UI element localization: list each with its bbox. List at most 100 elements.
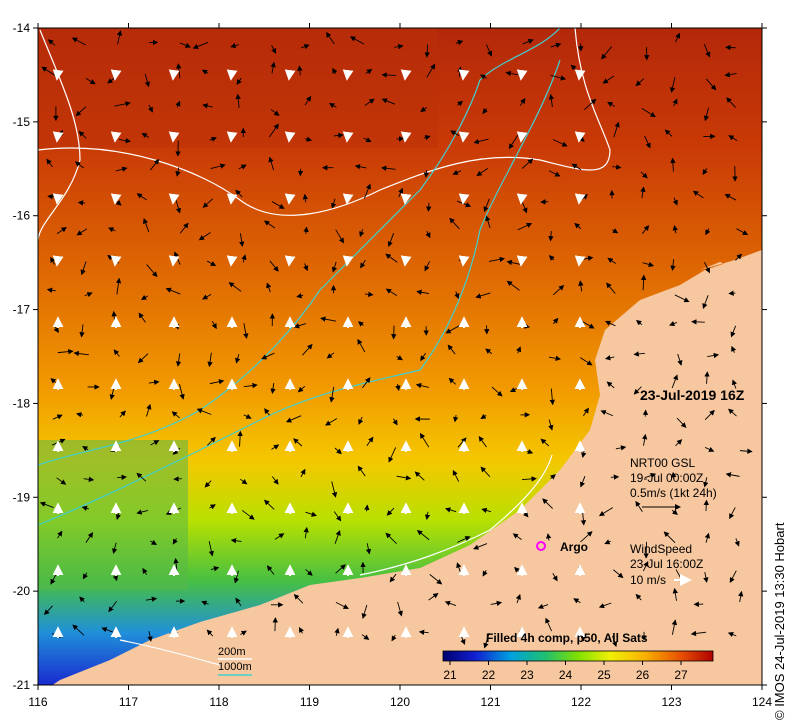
current-arrow xyxy=(140,294,149,300)
current-arrow xyxy=(735,253,743,261)
current-arrow xyxy=(642,261,655,268)
current-arrow xyxy=(548,231,554,242)
credit-label: © IMOS 24-Jul-2019 13:30 Hobart xyxy=(772,522,787,720)
current-arrow xyxy=(675,439,683,447)
current-arrow xyxy=(452,169,461,175)
current-arrow xyxy=(515,593,521,604)
current-arrow xyxy=(426,63,436,78)
current-arrow xyxy=(240,630,247,636)
current-arrow xyxy=(349,36,365,45)
current-arrow xyxy=(416,529,430,541)
current-arrow xyxy=(548,419,554,431)
current-arrow xyxy=(241,510,255,520)
current-arrow xyxy=(50,574,57,585)
current-arrow xyxy=(395,383,401,391)
current-arrow xyxy=(335,229,344,244)
current-arrow xyxy=(357,338,366,353)
current-arrow xyxy=(145,596,158,602)
current-arrow xyxy=(297,385,306,393)
current-arrow xyxy=(642,225,650,234)
current-arrow xyxy=(381,72,396,78)
wind-arrow xyxy=(458,69,470,81)
current-arrow xyxy=(728,408,737,417)
colorbar-tick-label: 24 xyxy=(559,668,573,682)
current-arrow xyxy=(448,377,456,385)
current-arrow xyxy=(425,231,431,239)
current-arrow xyxy=(143,218,150,233)
current-arrow xyxy=(116,30,123,45)
current-arrow xyxy=(690,630,707,637)
longitude-axis: 116 117 118 119 120 121 122 123 124 xyxy=(28,23,772,709)
current-arrow xyxy=(304,136,313,142)
current-arrow xyxy=(449,217,460,230)
current-arrow xyxy=(703,107,710,122)
current-arrow xyxy=(57,530,63,539)
current-arrow xyxy=(418,629,429,635)
wind-arrow xyxy=(226,193,238,205)
current-arrow xyxy=(300,468,306,478)
wind-arrow xyxy=(168,131,180,143)
current-arrow xyxy=(385,253,398,263)
current-arrow xyxy=(729,570,737,583)
current-arrow xyxy=(361,604,368,619)
current-arrow xyxy=(207,436,216,446)
current-arrow xyxy=(633,351,645,357)
current-arrow xyxy=(119,410,126,418)
current-arrow xyxy=(445,325,461,334)
current-arrow xyxy=(175,100,181,108)
current-arrow xyxy=(519,98,526,106)
current-arrow xyxy=(478,435,487,448)
current-arrow xyxy=(206,629,214,637)
current-arrow xyxy=(517,222,533,231)
current-arrow xyxy=(357,321,364,327)
current-arrow xyxy=(269,260,279,272)
current-arrow xyxy=(172,538,178,545)
current-arrow xyxy=(606,381,615,389)
current-arrow xyxy=(640,274,647,291)
current-arrow xyxy=(235,597,242,606)
wind-arrow xyxy=(458,255,470,267)
current-arrow xyxy=(704,262,710,274)
current-arrow xyxy=(365,68,373,75)
current-arrow xyxy=(522,39,534,45)
current-arrow xyxy=(702,295,709,309)
current-arrow xyxy=(147,104,153,113)
current-arrow xyxy=(420,352,427,362)
current-arrow xyxy=(381,165,396,171)
current-arrow xyxy=(550,474,556,480)
current-arrow xyxy=(79,596,85,603)
current-arrow xyxy=(326,352,335,359)
current-arrow xyxy=(147,631,153,642)
colorbar xyxy=(442,650,714,662)
current-arrow xyxy=(512,533,522,540)
current-arrow xyxy=(243,382,258,389)
current-arrow xyxy=(613,121,620,138)
current-arrow xyxy=(640,171,648,179)
current-arrow xyxy=(108,600,118,613)
current-arrow xyxy=(674,32,681,43)
current-arrow xyxy=(480,413,487,419)
current-arrow xyxy=(354,164,367,170)
current-arrow xyxy=(364,504,370,512)
current-arrow xyxy=(209,136,217,142)
current-arrow xyxy=(115,166,128,172)
current-arrow xyxy=(552,573,558,582)
current-arrow xyxy=(574,222,582,230)
current-arrow xyxy=(179,384,185,400)
current-arrow xyxy=(303,226,309,234)
current-arrow xyxy=(230,538,242,544)
current-arrow xyxy=(542,498,554,509)
isobath-1000m-legend: 1000m xyxy=(218,661,252,673)
current-arrow xyxy=(270,383,276,394)
current-arrow xyxy=(271,476,279,485)
current-arrow xyxy=(670,157,676,172)
colorbar-ticks: 21 22 23 24 25 26 27 xyxy=(443,661,688,682)
current-arrow xyxy=(725,472,740,478)
current-arrow xyxy=(394,43,404,50)
current-arrow xyxy=(389,573,397,583)
wind-arrow xyxy=(168,69,180,81)
current-arrow xyxy=(196,408,212,415)
wind-arrow xyxy=(574,193,586,205)
current-arrow xyxy=(82,572,88,580)
